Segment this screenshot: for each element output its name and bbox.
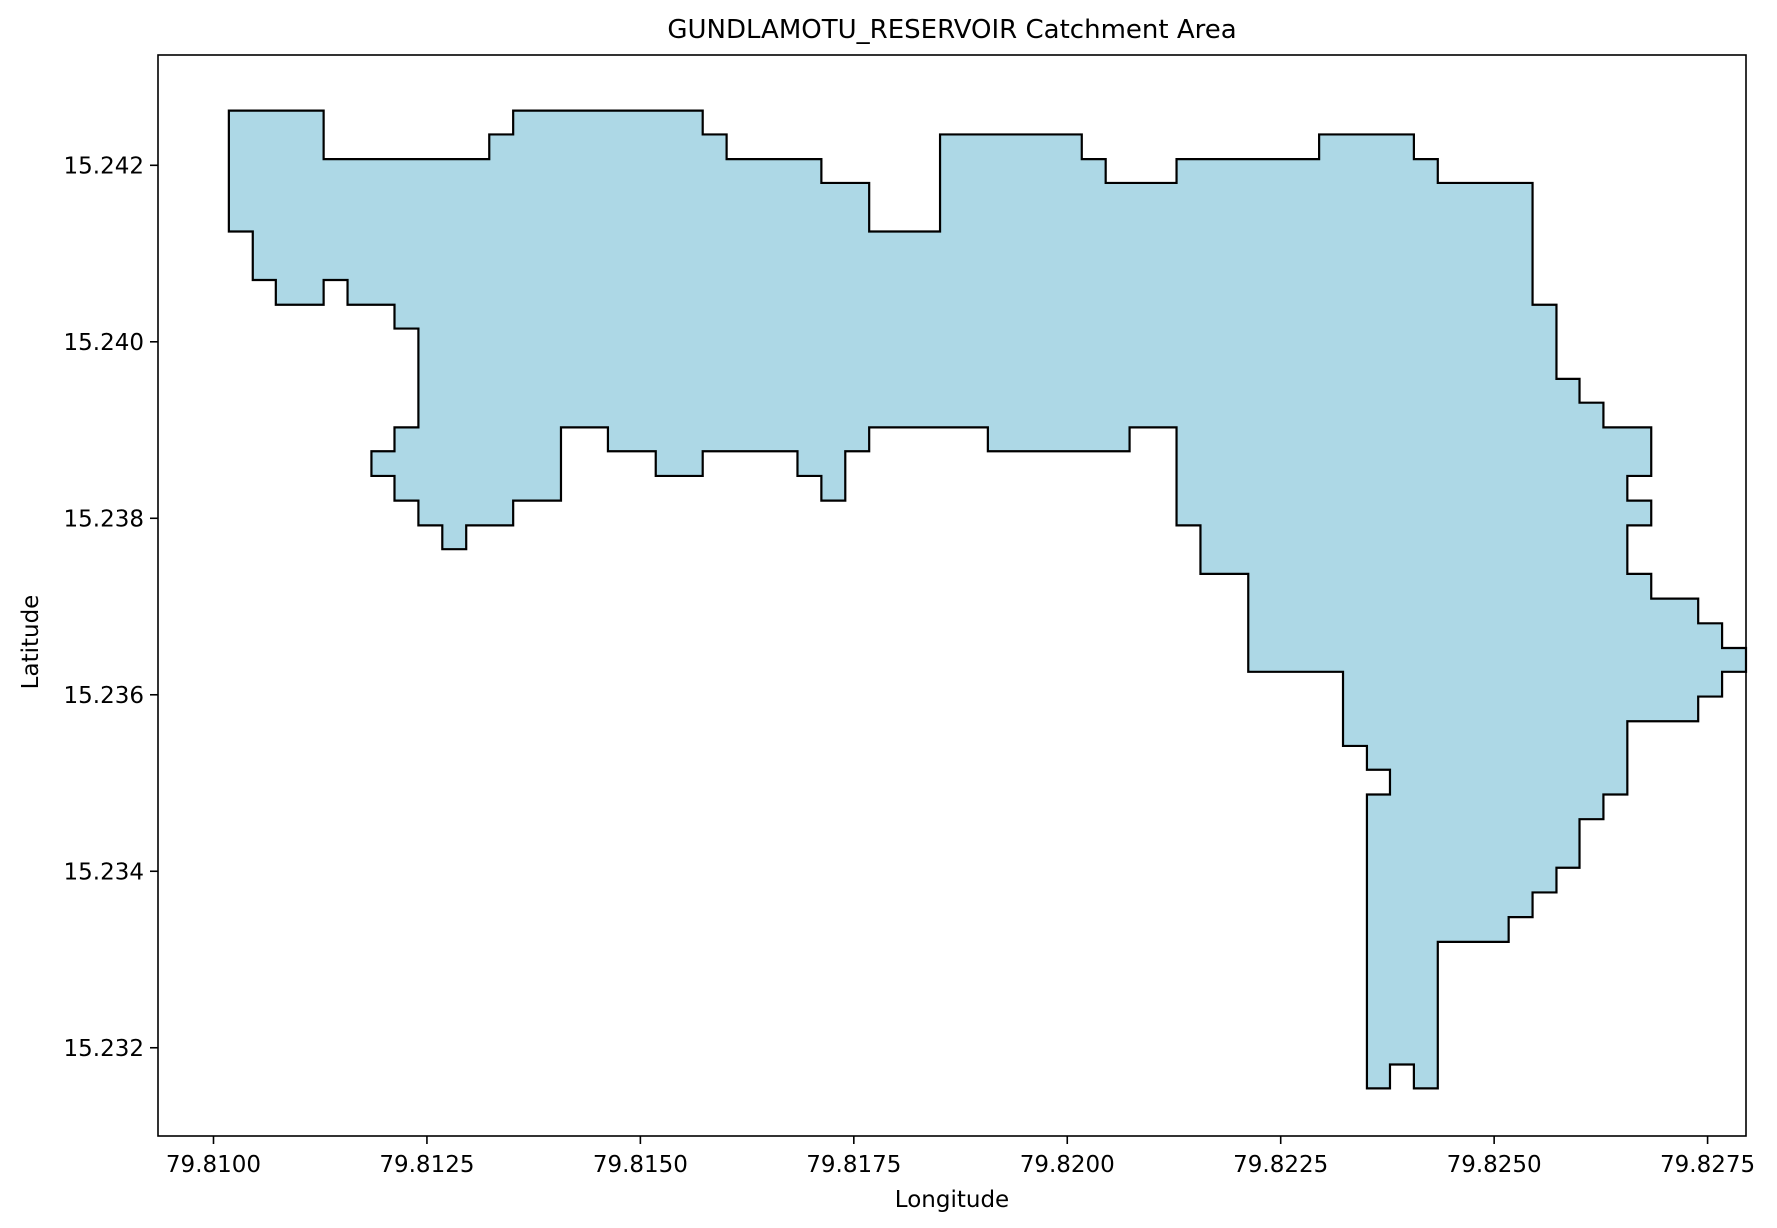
y-tick-label: 15.242 [64, 153, 144, 179]
x-axis: 79.8100 79.8125 79.8150 79.8175 79.8200 79.82… [166, 1136, 1755, 1178]
catchment-polygon [227, 109, 1748, 1090]
plot-area [157, 54, 1748, 1137]
x-tick-label: 79.8125 [379, 1152, 474, 1178]
x-axis-label: Longitude [895, 1187, 1009, 1213]
x-tick-label: 79.8175 [806, 1152, 901, 1178]
y-axis-label: Latitude [18, 595, 44, 690]
y-tick-label: 15.232 [64, 1036, 144, 1062]
y-tick-label: 15.234 [64, 859, 144, 885]
x-tick-label: 79.8275 [1660, 1152, 1755, 1178]
x-tick-label: 79.8225 [1233, 1152, 1328, 1178]
x-tick-label: 79.8200 [1020, 1152, 1115, 1178]
x-tick-label: 79.8250 [1447, 1152, 1542, 1178]
chart-title: GUNDLAMOTU_RESERVOIR Catchment Area [667, 15, 1236, 45]
y-tick-label: 15.240 [64, 330, 144, 356]
y-tick-label: 15.236 [64, 683, 144, 709]
x-tick-label: 79.8100 [166, 1152, 261, 1178]
plot-frame [157, 54, 1747, 1137]
y-tick-label: 15.238 [64, 506, 144, 532]
x-tick-label: 79.8150 [593, 1152, 688, 1178]
y-axis: 15.232 15.234 15.236 15.238 15.240 15.242 [64, 153, 158, 1062]
